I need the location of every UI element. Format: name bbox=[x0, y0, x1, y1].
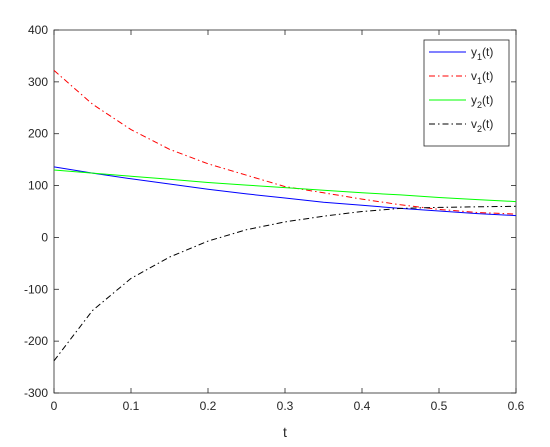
y-tick-label: -200 bbox=[24, 334, 48, 348]
x-axis-title: t bbox=[283, 424, 287, 440]
axis-ticks: 0 0.1 0.2 0.3 0.4 0.5 0.6 -300 -200 -100 0 100 200 30… bbox=[24, 23, 525, 413]
legend-label-subscript: 1 bbox=[477, 76, 482, 86]
legend-label: v1(t) bbox=[471, 69, 493, 86]
legend: y1(t)v1(t)y2(t)v2(t) bbox=[423, 39, 510, 147]
legend-label: y1(t) bbox=[471, 45, 493, 62]
x-tick-label: 0.5 bbox=[431, 399, 448, 413]
legend-label-subscript: 1 bbox=[477, 52, 482, 62]
x-tick-label: 0.3 bbox=[277, 399, 294, 413]
legend-label: y2(t) bbox=[471, 93, 493, 110]
series-line-v1 bbox=[53, 70, 517, 215]
x-tick-label: 0.6 bbox=[508, 399, 525, 413]
y-tick-label: 400 bbox=[28, 23, 48, 37]
legend-label-main: y bbox=[471, 93, 477, 107]
y-tick-label: 300 bbox=[28, 75, 48, 89]
series-line-v2 bbox=[53, 205, 517, 362]
legend-label-main: y bbox=[471, 45, 477, 59]
legend-box bbox=[423, 39, 510, 147]
series-line-y2 bbox=[53, 169, 517, 203]
legend-label-tail: (t) bbox=[482, 93, 493, 107]
x-tick-label: 0.1 bbox=[123, 399, 140, 413]
legend-label-subscript: 2 bbox=[477, 100, 482, 110]
legend-label-tail: (t) bbox=[482, 45, 493, 59]
series-layer bbox=[53, 70, 517, 362]
y-tick-label: -300 bbox=[24, 386, 48, 400]
legend-label-tail: (t) bbox=[482, 69, 493, 83]
y-tick-label: 0 bbox=[41, 230, 48, 244]
y-tick-label: -100 bbox=[24, 282, 48, 296]
series-line-y1 bbox=[53, 166, 517, 217]
x-tick-label: 0 bbox=[51, 399, 58, 413]
legend-label-main: v bbox=[471, 69, 477, 83]
y-tick-label: 100 bbox=[28, 179, 48, 193]
legend-label: v2(t) bbox=[471, 117, 493, 134]
x-tick-label: 0.2 bbox=[200, 399, 217, 413]
legend-label-subscript: 2 bbox=[477, 124, 482, 134]
legend-label-main: v bbox=[471, 117, 477, 131]
x-tick-label: 0.4 bbox=[354, 399, 371, 413]
legend-label-tail: (t) bbox=[482, 117, 493, 131]
y-tick-label: 200 bbox=[28, 127, 48, 141]
